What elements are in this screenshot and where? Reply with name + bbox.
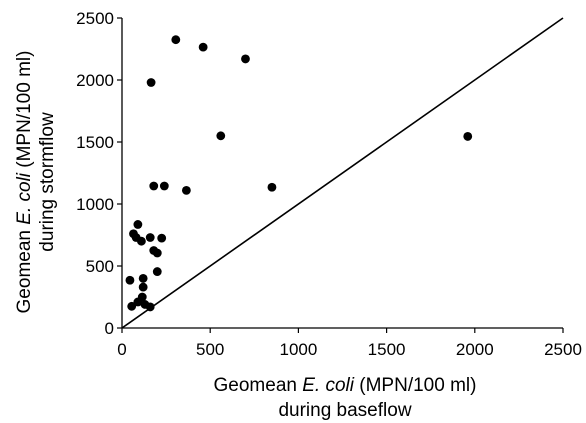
- x-tick-label: 2000: [456, 340, 494, 359]
- x-tick-label: 2500: [544, 340, 582, 359]
- y-tick-label: 0: [105, 319, 114, 338]
- x-axis-title-line2: during baseflow: [278, 400, 411, 421]
- axes: [117, 17, 564, 333]
- data-point: [127, 301, 137, 311]
- data-point: [152, 248, 162, 258]
- x-axis-title-line1: Geomean E. coli (MPN/100 ml): [214, 375, 477, 396]
- data-point: [133, 220, 143, 229]
- data-point: [157, 233, 167, 243]
- x-tick-label: 0: [117, 340, 126, 359]
- x-tick-label: 1000: [279, 340, 317, 359]
- y-axis-title-line2: during stormflow: [37, 112, 58, 252]
- data-point: [159, 181, 169, 191]
- data-point: [463, 132, 473, 141]
- y-tick-label: 2000: [76, 71, 114, 90]
- one-to-one-line: [121, 17, 564, 329]
- data-points: [125, 35, 473, 312]
- data-point: [133, 297, 143, 307]
- x-tick-labels: 0 500 1000 1500 2000 2500: [117, 340, 582, 359]
- data-point: [138, 274, 148, 283]
- y-tick-label: 1000: [76, 195, 114, 214]
- y-axis-title-line1: Geomean E. coli (MPN/100 ml): [14, 51, 35, 314]
- data-point: [125, 275, 135, 285]
- data-point: [171, 35, 181, 45]
- y-tick-label: 2500: [76, 9, 114, 28]
- data-point: [138, 282, 148, 292]
- y-tick-labels: 0 500 1000 1500 2000 2500: [76, 9, 114, 338]
- x-tick-label: 1500: [368, 340, 406, 359]
- data-point: [149, 181, 159, 191]
- data-point: [146, 78, 156, 87]
- data-point: [145, 302, 155, 312]
- y-tick-label: 500: [86, 257, 114, 276]
- data-point: [216, 131, 226, 141]
- data-point: [145, 233, 155, 242]
- data-point: [152, 267, 162, 276]
- data-point: [241, 54, 250, 64]
- data-point: [267, 182, 277, 192]
- data-point: [198, 42, 208, 52]
- data-point: [137, 236, 146, 246]
- y-tick-label: 1500: [76, 133, 114, 152]
- x-tick-label: 500: [196, 340, 224, 359]
- data-point: [181, 185, 191, 195]
